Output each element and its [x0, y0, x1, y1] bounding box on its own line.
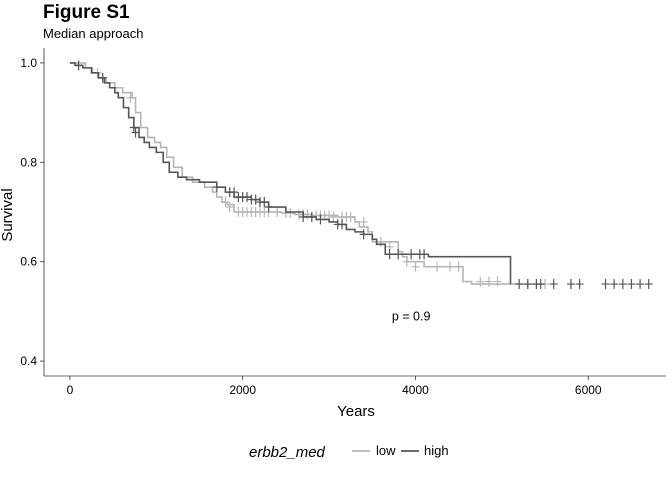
chart-title: Figure S1: [43, 2, 130, 23]
censor-mark-low: [454, 261, 463, 272]
y-axis-title: Survival: [0, 188, 16, 241]
censor-mark-high: [131, 127, 140, 138]
y-axis: 0.4 0.6 0.8 1.0: [20, 48, 45, 376]
censor-mark-high: [407, 249, 416, 260]
censor-mark-low: [433, 261, 442, 272]
censor-mark-high: [338, 219, 347, 230]
censor-mark-high: [394, 249, 403, 260]
censor-mark-high: [575, 279, 584, 290]
survival-curve-high: [69, 62, 512, 285]
censor-mark-low: [493, 276, 502, 287]
censor-mark-low: [446, 261, 455, 272]
censor-mark-high: [549, 279, 558, 290]
x-tick-label: 6000: [575, 383, 602, 397]
legend-label-high: high: [424, 443, 449, 458]
censor-mark-high: [523, 279, 532, 290]
p-value-annotation: p = 0.9: [392, 309, 431, 323]
censor-mark-high: [618, 279, 627, 290]
censor-mark-high: [243, 192, 252, 203]
censor-mark-low: [225, 202, 234, 213]
censor-mark-low: [402, 256, 411, 267]
y-tick-label: 0.4: [20, 354, 37, 368]
censor-mark-high: [566, 279, 575, 290]
censor-mark-low: [346, 211, 355, 222]
y-tick-label: 1.0: [20, 56, 37, 70]
censor-mark-high: [601, 279, 610, 290]
legend-label-low: low: [376, 443, 396, 458]
x-axis-title: Years: [337, 403, 375, 420]
censor-mark-low: [286, 207, 295, 218]
censor-mark-high: [98, 72, 107, 83]
censor-mark-high: [515, 279, 524, 290]
x-tick-label: 4000: [402, 383, 429, 397]
y-tick-label: 0.6: [20, 255, 37, 269]
plot-area: [69, 60, 653, 290]
y-tick-label: 0.8: [20, 155, 37, 169]
censor-mark-high: [251, 194, 260, 205]
censor-mark-low: [273, 207, 282, 217]
censor-mark-low: [476, 276, 485, 287]
censor-mark-low: [376, 236, 385, 247]
censor-mark-low: [303, 209, 312, 220]
censor-mark-high: [536, 279, 545, 290]
censor-mark-low: [329, 211, 338, 222]
censor-mark-high: [264, 202, 273, 213]
legend: erbb2_med low high: [249, 443, 449, 461]
censor-mark-high: [129, 122, 138, 133]
censor-mark-high: [260, 197, 269, 208]
censor-mark-high: [230, 187, 239, 198]
x-axis: 0 2000 4000 6000: [44, 375, 666, 397]
censor-mark-high: [644, 279, 653, 290]
censor-mark-high: [316, 214, 325, 225]
censor-mark-low: [411, 261, 420, 272]
censor-mark-high: [420, 249, 429, 260]
censor-mark-high: [74, 60, 83, 71]
censor-mark-high: [359, 229, 368, 240]
censor-mark-high: [627, 279, 636, 290]
censor-mark-high: [385, 249, 394, 260]
x-tick-label: 2000: [229, 383, 256, 397]
survival-curve-low: [69, 62, 546, 285]
censor-mark-low: [359, 216, 368, 227]
censor-mark-low: [221, 197, 230, 208]
censor-mark-low: [126, 92, 135, 103]
censor-mark-low: [484, 276, 493, 287]
x-tick-label: 0: [67, 383, 74, 397]
censor-mark-high: [610, 279, 619, 290]
legend-title: erbb2_med: [249, 444, 326, 461]
chart-subtitle: Median approach: [43, 26, 143, 41]
censor-mark-high: [299, 211, 308, 222]
censor-mark-high: [212, 182, 221, 193]
censor-mark-high: [636, 279, 645, 290]
censor-mark-high: [307, 211, 316, 222]
